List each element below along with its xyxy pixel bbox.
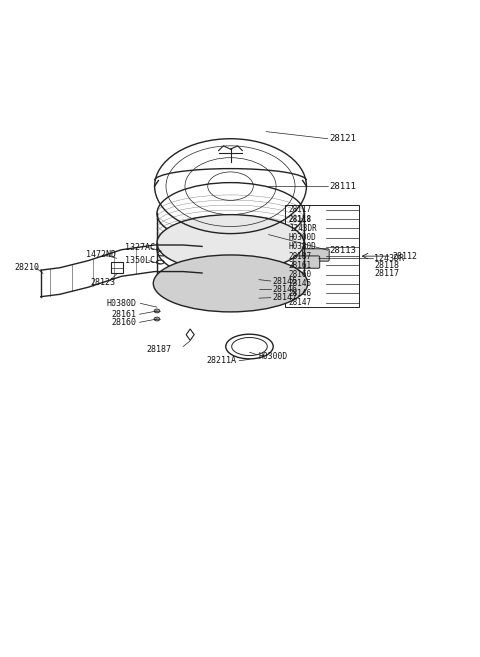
Text: 28211A: 28211A [207,356,237,365]
Text: 28147: 28147 [272,293,297,302]
Text: 28146: 28146 [289,288,312,298]
Text: 1327AC: 1327AC [125,243,155,252]
Ellipse shape [157,215,304,271]
Ellipse shape [154,317,160,321]
Text: 28118: 28118 [289,215,312,223]
Text: 28117: 28117 [374,269,399,278]
Text: 28117: 28117 [289,205,312,214]
Text: 28210: 28210 [14,263,40,272]
Text: 28187: 28187 [289,252,312,261]
Text: 28145: 28145 [272,277,297,286]
Text: H0380D: H0380D [106,299,136,308]
Text: 28187: 28187 [147,346,172,354]
Text: 28123: 28123 [91,277,116,286]
FancyBboxPatch shape [293,256,320,268]
Text: 28145: 28145 [289,279,312,288]
Text: 28113: 28113 [329,246,356,255]
Text: 28112: 28112 [393,252,418,261]
Text: 28160: 28160 [289,270,312,279]
Text: 1243DR: 1243DR [289,224,316,233]
Text: 28118: 28118 [374,261,399,271]
Text: 1243DR: 1243DR [374,254,404,263]
Bar [285,205,359,307]
Ellipse shape [154,309,160,313]
Text: 1350LC: 1350LC [125,256,155,265]
Text: H0380D: H0380D [289,242,316,252]
Text: H0300D: H0300D [258,351,287,361]
FancyBboxPatch shape [302,249,329,261]
Text: 28161: 28161 [289,261,312,270]
Ellipse shape [153,255,308,312]
Text: 28160: 28160 [111,318,136,327]
Text: 28121: 28121 [329,134,356,143]
Text: 28161: 28161 [111,309,136,319]
Text: 28111: 28111 [329,182,356,191]
Bar [111,262,122,273]
Text: H0300D: H0300D [289,233,316,242]
Text: 28147: 28147 [289,298,312,307]
Text: 1472ND: 1472ND [86,250,116,260]
Text: 28146: 28146 [272,284,297,294]
